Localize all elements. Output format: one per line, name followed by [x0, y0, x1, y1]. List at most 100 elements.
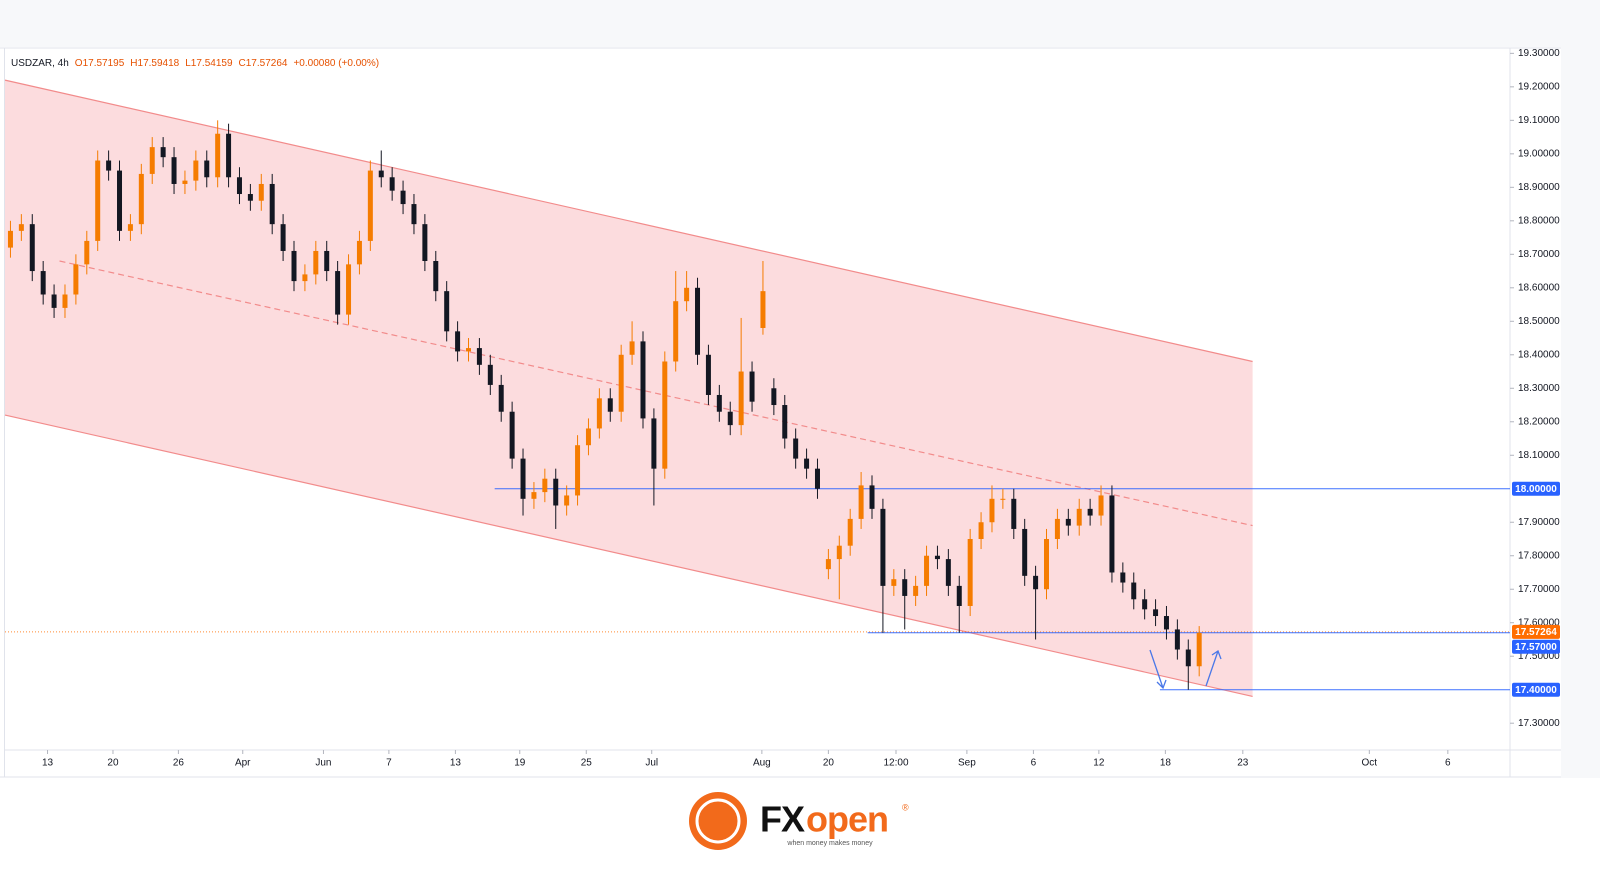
- candle-body: [117, 170, 123, 231]
- candle-body: [291, 250, 297, 282]
- candle-body: [269, 183, 275, 225]
- candle-body: [84, 240, 90, 265]
- candle-body: [324, 250, 330, 272]
- logo-ring: [695, 798, 741, 844]
- legend-open: O17.57195: [75, 58, 125, 69]
- x-tick-label: Jun: [315, 758, 331, 769]
- candle-body: [247, 194, 253, 201]
- candle-body: [1054, 518, 1060, 539]
- candle-body: [367, 170, 373, 241]
- candle-body: [553, 478, 559, 506]
- candle-body: [509, 411, 515, 459]
- candle-body: [346, 264, 352, 315]
- candle-body: [978, 522, 984, 539]
- y-tick-label: 17.80000: [1518, 550, 1560, 561]
- candle-body: [411, 204, 417, 225]
- candle-body: [989, 498, 995, 523]
- legend: USDZAR, 4h O17.57195 H17.59418 L17.54159 C17…: [11, 58, 379, 69]
- legend-change: +0.00080 (+0.00%): [293, 58, 379, 69]
- right-band: [1561, 47, 1600, 778]
- candle-body: [1076, 508, 1082, 526]
- candle-body: [127, 224, 133, 231]
- price-label: 17.57000: [1515, 642, 1557, 653]
- candle-body: [967, 538, 973, 606]
- y-tick-label: 18.40000: [1518, 349, 1560, 360]
- candle-body: [651, 418, 657, 469]
- logo-tagline: when money makes money: [786, 840, 873, 847]
- x-tick-label: 26: [173, 758, 185, 769]
- candle-body: [498, 384, 504, 412]
- candle-body: [1131, 582, 1137, 600]
- candle-body: [215, 133, 221, 178]
- candle-body: [18, 224, 24, 231]
- channel-fill: [5, 80, 1253, 697]
- x-tick-label: Sep: [958, 758, 976, 769]
- candle-body: [531, 492, 537, 499]
- candle-body: [760, 291, 766, 328]
- candle-body: [716, 394, 722, 412]
- candle-body: [629, 341, 635, 355]
- candle-body: [1109, 495, 1115, 573]
- candle-body: [695, 287, 701, 355]
- candle-body: [444, 291, 450, 332]
- candle-body: [29, 224, 35, 272]
- candle-body: [138, 173, 144, 225]
- candle-body: [1065, 518, 1071, 526]
- candle-body: [204, 160, 210, 178]
- y-tick-label: 18.60000: [1518, 282, 1560, 293]
- y-tick-label: 18.70000: [1518, 249, 1560, 260]
- arrows: [1149, 649, 1222, 690]
- y-tick-label: 19.30000: [1518, 48, 1560, 59]
- logo-mark: ®: [902, 802, 909, 812]
- candle-body: [727, 411, 733, 426]
- x-tick-label: 7: [386, 758, 392, 769]
- candle-body: [782, 405, 788, 439]
- y-tick-label: 17.90000: [1518, 517, 1560, 528]
- candle-body: [389, 177, 395, 191]
- x-tick-label: Jul: [645, 758, 658, 769]
- top-band: [0, 0, 1600, 47]
- candle-body: [106, 160, 112, 171]
- plot: [4, 79, 1510, 697]
- candle-body: [378, 170, 384, 178]
- y-tick-label: 17.60000: [1518, 617, 1560, 628]
- candle-body: [814, 468, 820, 489]
- price-label-box: [1512, 682, 1560, 697]
- x-tick-label: 19: [514, 758, 526, 769]
- candle-body: [596, 398, 602, 429]
- channel-lower: [4, 414, 1253, 697]
- candle-body: [934, 555, 940, 560]
- candle-body: [902, 579, 908, 596]
- x-tick-label: 12:00: [883, 758, 908, 769]
- x-tick-label: 13: [450, 758, 462, 769]
- candle-body: [1044, 538, 1050, 590]
- candle-body: [575, 445, 581, 496]
- price-label-box: [1512, 624, 1560, 639]
- candle-body: [520, 458, 526, 499]
- x-tick-label: 12: [1093, 758, 1105, 769]
- candle-body: [226, 133, 232, 178]
- channel-middle: [59, 260, 1253, 527]
- candle-body: [95, 160, 101, 241]
- x-tick-label: 6: [1031, 758, 1037, 769]
- y-tick-label: 17.70000: [1518, 584, 1560, 595]
- candle-body: [705, 354, 711, 395]
- candle-body: [607, 398, 613, 412]
- candle-body: [455, 331, 461, 352]
- y-tick-label: 18.80000: [1518, 215, 1560, 226]
- channel-upper: [4, 79, 1253, 363]
- candle-body: [1087, 508, 1093, 516]
- x-tick-label: 20: [107, 758, 119, 769]
- x-tick-label: 20: [823, 758, 835, 769]
- x-tick-label: 18: [1160, 758, 1172, 769]
- candle-body: [956, 585, 962, 606]
- candle-body: [684, 287, 690, 302]
- candle-body: [847, 518, 853, 546]
- candle-body: [160, 147, 166, 158]
- y-tick-label: 18.90000: [1518, 182, 1560, 193]
- candle-body: [258, 183, 264, 201]
- candle-body: [913, 585, 919, 596]
- price-label: 18.00000: [1515, 484, 1557, 495]
- candle-body: [280, 224, 286, 251]
